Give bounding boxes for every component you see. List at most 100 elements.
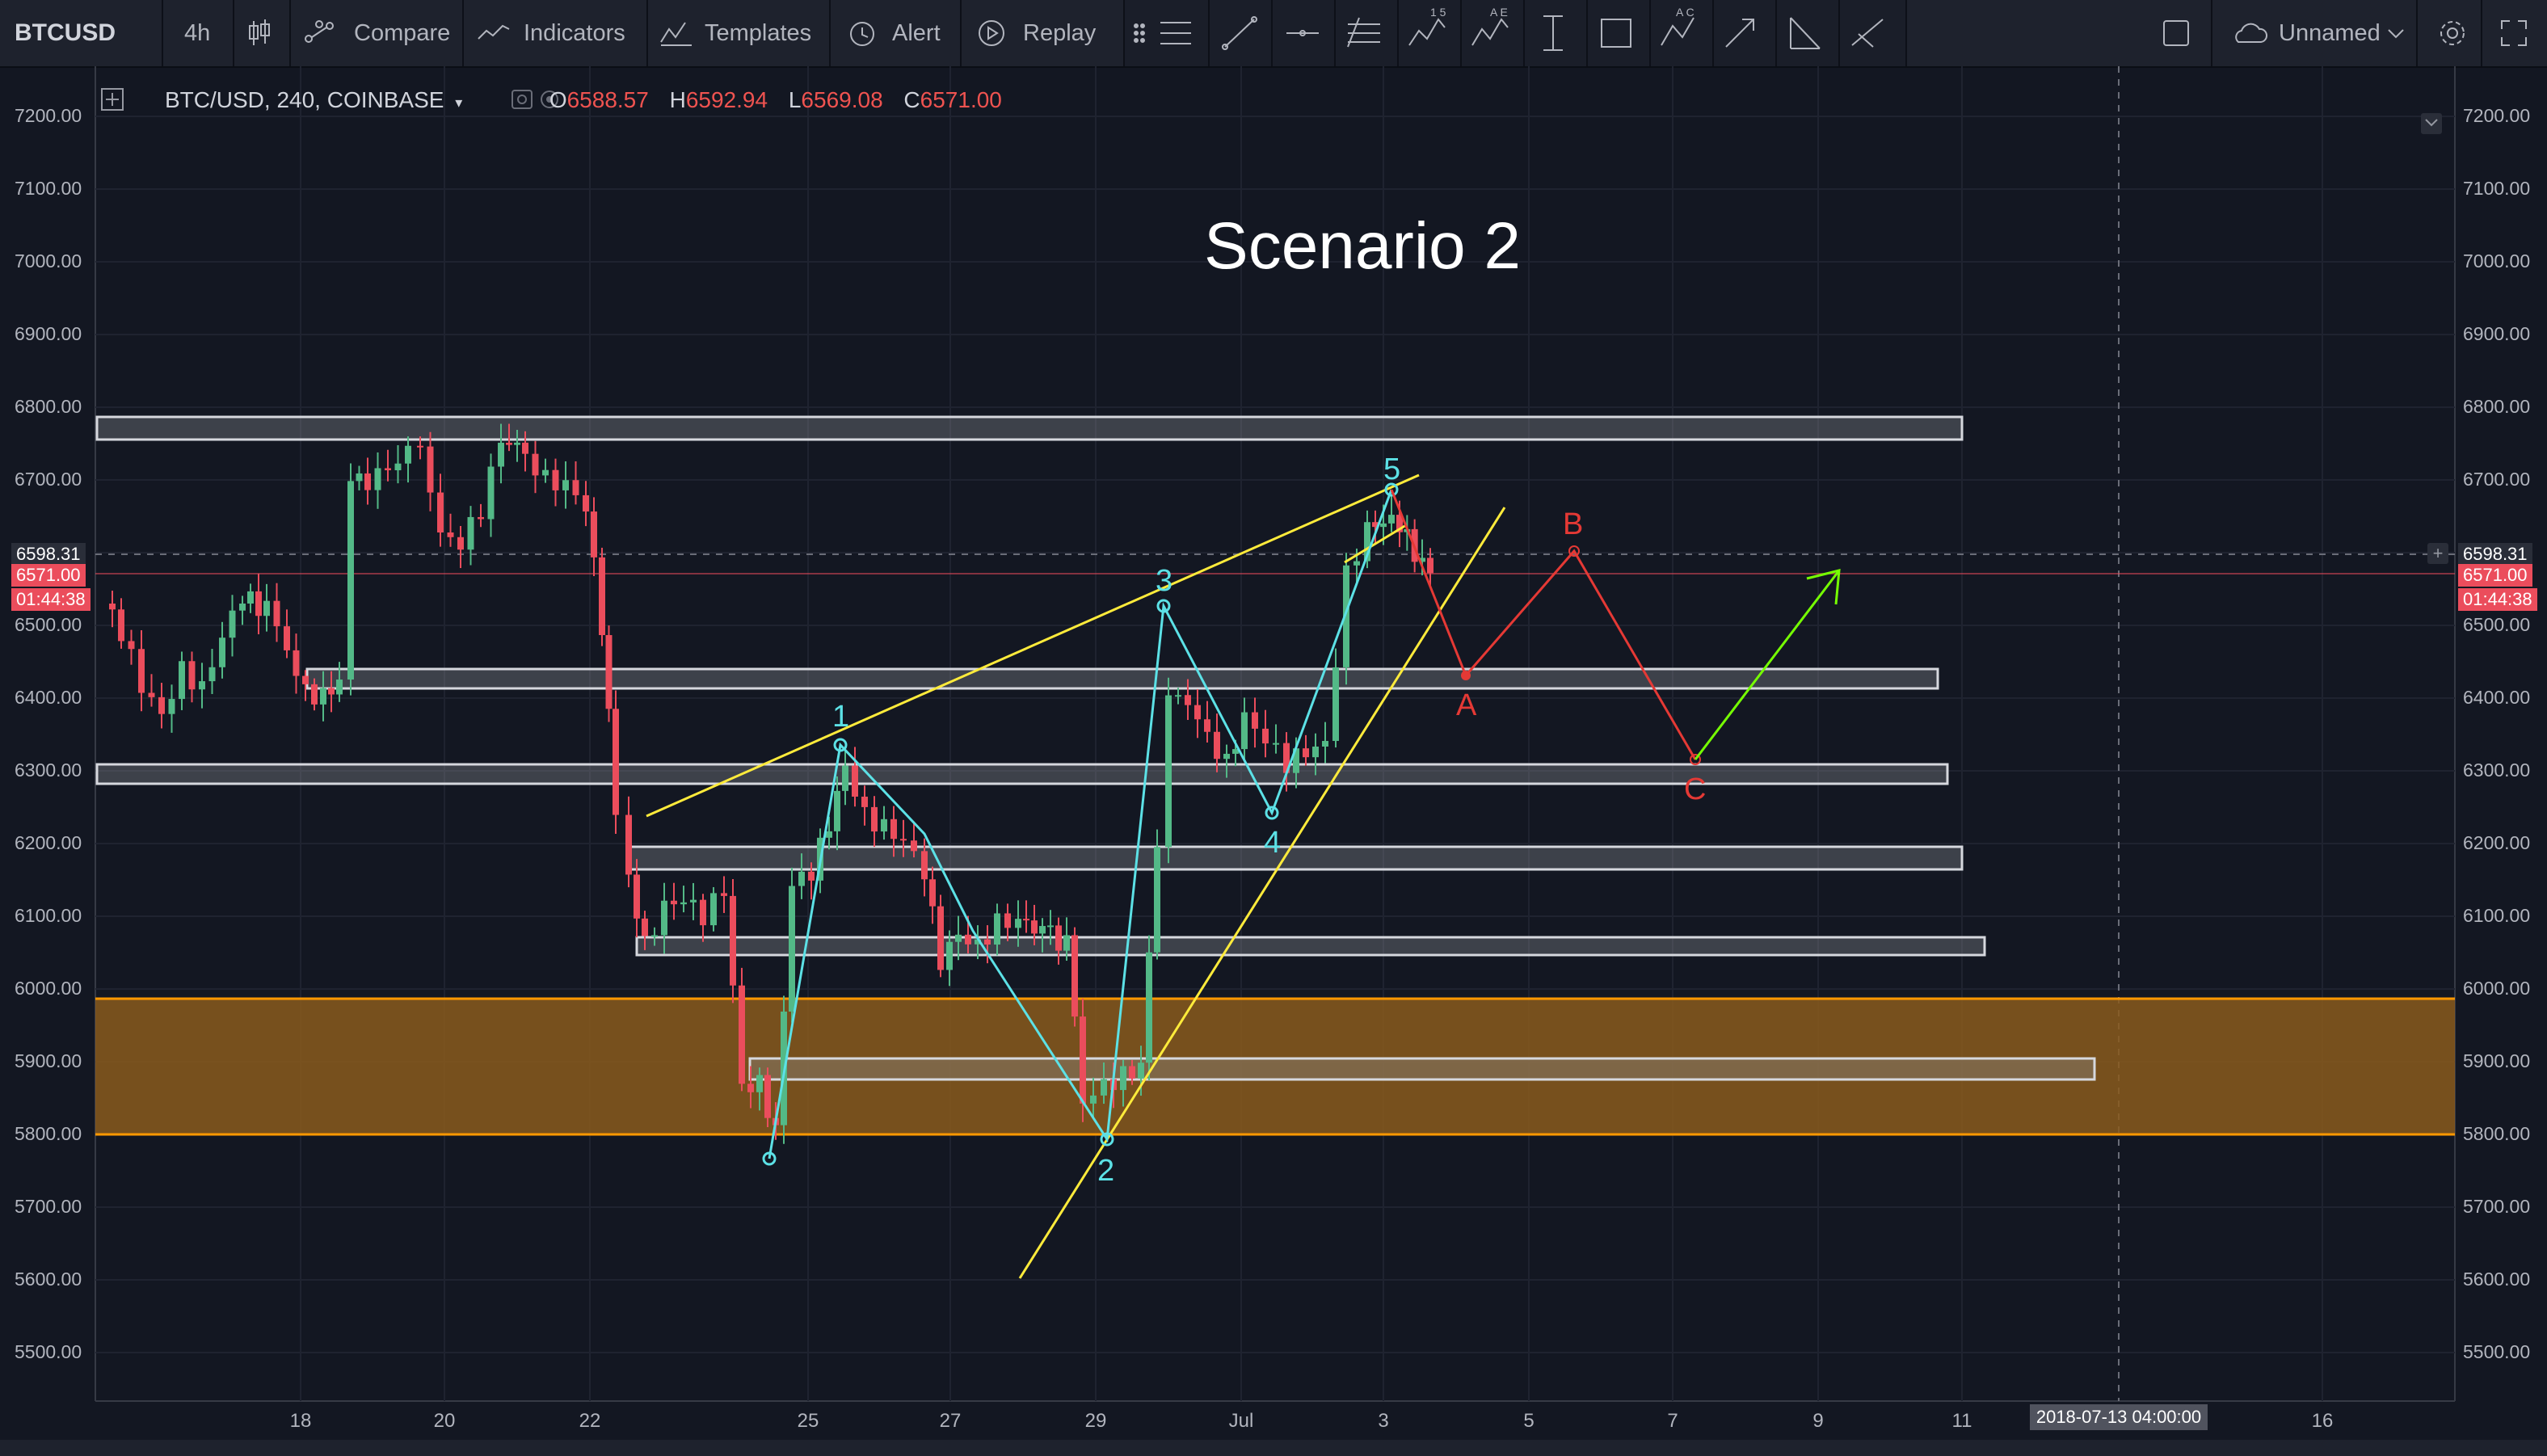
price-axis-label: 6200.00 — [15, 832, 82, 853]
candle-body — [385, 468, 391, 471]
candles-icon[interactable] — [241, 15, 278, 52]
candle-body — [1204, 719, 1210, 732]
chevron-down-icon[interactable] — [2384, 15, 2408, 52]
candle-body — [506, 442, 512, 445]
price-axis-label: 6900.00 — [2463, 323, 2531, 344]
symbol-search[interactable]: BTCUSD — [15, 19, 116, 46]
elliott-impulse-wave — [768, 489, 1393, 1159]
wave-3-point — [1156, 599, 1171, 613]
candle-body — [671, 900, 677, 905]
wave-2-point — [1100, 1132, 1114, 1147]
candle-body — [690, 899, 697, 903]
countdown-tag-right: 01:44:38 — [2458, 588, 2537, 611]
interval-button[interactable]: 4h — [184, 20, 211, 46]
chevron-down-icon[interactable]: ▾ — [455, 95, 463, 111]
price-axis-label: 6200.00 — [2463, 832, 2531, 853]
price-axis-label: 5800.00 — [2463, 1123, 2531, 1144]
fullscreen-square-icon[interactable] — [2158, 15, 2195, 52]
price-axis-label: 6300.00 — [15, 760, 82, 781]
wave-label-5: 5 — [1383, 452, 1401, 486]
scroll-to-latest-icon — [2421, 113, 2442, 134]
candle-body — [394, 463, 402, 471]
last-price-tag-left: 6571.00 — [11, 564, 86, 587]
candle-body — [1252, 712, 1258, 729]
candle-body — [651, 935, 658, 937]
replay-button[interactable]: Replay — [1023, 20, 1097, 46]
wave-label-a: A — [1456, 688, 1477, 722]
settings-gear-icon[interactable] — [2434, 15, 2471, 52]
time-axis-label: 11 — [1951, 1410, 1972, 1432]
price-axis-label: 6000.00 — [2463, 978, 2531, 999]
alert-clock-icon — [850, 22, 874, 46]
candle-body — [247, 591, 254, 604]
candle-body — [328, 688, 335, 695]
separator — [960, 0, 962, 66]
time-axis-label: 20 — [433, 1410, 456, 1432]
price-axis-label: 6100.00 — [15, 905, 82, 926]
candle-body — [229, 610, 236, 638]
candle-body — [1023, 919, 1029, 921]
series-legend: BTC/USD, 240, COINBASE ▾ O6588.57 H6592.… — [102, 84, 1002, 116]
alert-button[interactable]: Alert — [892, 20, 941, 46]
candle-body — [273, 600, 280, 627]
candle-body — [613, 709, 619, 815]
drawing-tools-icons[interactable]: 1 5 A E A C — [1125, 0, 1905, 66]
candle-body — [374, 468, 381, 490]
drawing-toolbar: 1 5 A E A C — [1123, 0, 1907, 66]
candle-body — [128, 641, 135, 650]
chart-title: Scenario 2 — [1204, 209, 1522, 283]
candle-body — [1388, 515, 1395, 524]
time-axis-label: 3 — [1378, 1410, 1389, 1432]
price-axis-label: 6400.00 — [2463, 687, 2531, 708]
candle-body — [208, 667, 216, 682]
candlesticks — [109, 423, 1433, 1144]
time-axis-label: 18 — [289, 1410, 312, 1432]
time-axis-label: 29 — [1084, 1410, 1107, 1432]
wave-label-c: C — [1684, 772, 1707, 806]
candle-body — [634, 874, 640, 919]
candle-body — [457, 537, 464, 550]
candle-body — [1332, 667, 1339, 742]
series-symbol-info[interactable]: BTC/USD, 240, COINBASE — [165, 87, 444, 112]
close-value: 6571.00 — [920, 87, 1002, 112]
templates-button[interactable]: Templates — [705, 20, 812, 46]
target-arrow-head — [1806, 569, 1841, 605]
resistance-box — [95, 415, 1964, 441]
candle-body — [625, 814, 632, 875]
cloud-icon — [2235, 23, 2268, 43]
candle-body — [921, 851, 928, 880]
candle-body — [179, 661, 185, 700]
svg-text:A C: A C — [1676, 6, 1694, 19]
scroll-to-latest-chevron — [2425, 119, 2438, 127]
candle-body — [1101, 1079, 1107, 1096]
wave-b-point — [1568, 545, 1580, 557]
price-axis-label: 6800.00 — [2463, 396, 2531, 417]
wave-c-point — [1690, 754, 1701, 765]
price-axis-label: 6300.00 — [2463, 760, 2531, 781]
price-axis-label: 5700.00 — [2463, 1196, 2531, 1217]
candle-body — [965, 934, 971, 945]
candle-body — [427, 446, 434, 493]
candle-body — [730, 895, 736, 986]
price-axis-label: 5500.00 — [2463, 1341, 2531, 1362]
wave-1-point — [833, 738, 848, 752]
candle-body — [1063, 935, 1070, 951]
layout-name-button[interactable]: Unnamed — [2279, 20, 2381, 46]
candle-body — [255, 591, 262, 616]
candle-body — [552, 469, 559, 490]
candle-body — [1146, 952, 1152, 1063]
candle-body — [1364, 522, 1370, 562]
compare-button[interactable]: Compare — [354, 20, 451, 46]
candle-body — [756, 1075, 763, 1092]
indicators-button[interactable]: Indicators — [524, 20, 625, 46]
candle-body — [842, 765, 848, 791]
candle-body — [789, 886, 795, 1012]
legend-collapse-icon — [101, 88, 124, 111]
separator — [462, 0, 464, 66]
replay-icon — [979, 20, 1004, 46]
fullscreen-expand-icon[interactable] — [2495, 15, 2532, 52]
candle-body — [1165, 695, 1172, 848]
candle-body — [478, 516, 484, 520]
candle-body — [138, 649, 145, 693]
